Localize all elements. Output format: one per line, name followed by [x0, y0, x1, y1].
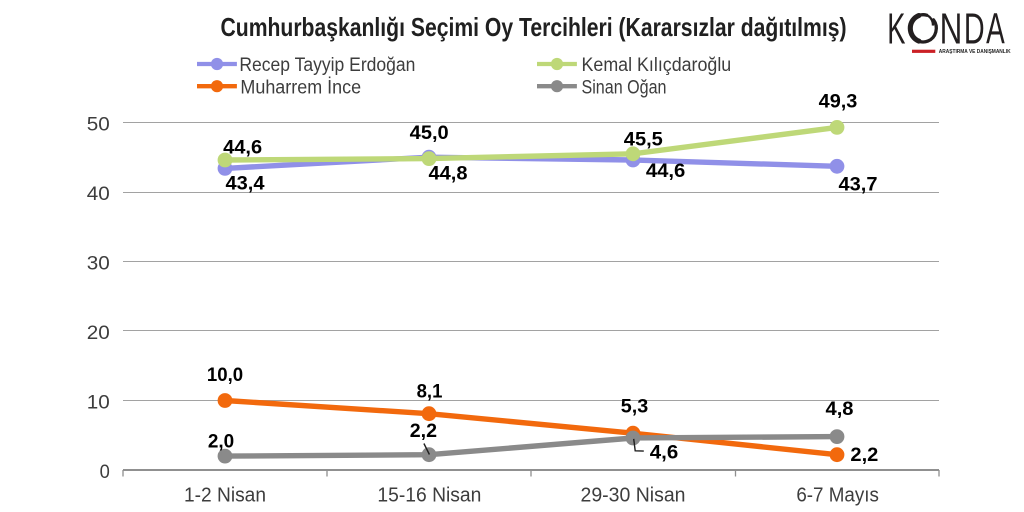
svg-text:43,4: 43,4 [226, 174, 265, 195]
svg-text:Muharrem İnce: Muharrem İnce [240, 76, 361, 99]
svg-text:10: 10 [87, 392, 110, 414]
svg-text:30: 30 [87, 253, 110, 275]
svg-text:A: A [986, 5, 1005, 53]
svg-text:8,1: 8,1 [417, 382, 443, 403]
svg-text:6-7 Mayıs: 6-7 Mayıs [796, 484, 879, 506]
svg-text:ARAŞTIRMA VE DANIŞMANLIK: ARAŞTIRMA VE DANIŞMANLIK [939, 49, 1011, 55]
svg-text:2,2: 2,2 [850, 445, 878, 466]
svg-text:50: 50 [87, 114, 110, 136]
svg-text:4,6: 4,6 [650, 443, 679, 464]
svg-text:2,0: 2,0 [208, 432, 234, 453]
svg-text:44,6: 44,6 [646, 161, 686, 182]
svg-text:43,7: 43,7 [839, 175, 878, 196]
svg-text:40: 40 [87, 183, 110, 205]
svg-text:29-30 Nisan: 29-30 Nisan [581, 484, 686, 506]
svg-text:4,8: 4,8 [826, 399, 854, 420]
svg-text:44,8: 44,8 [429, 163, 468, 184]
svg-text:45,5: 45,5 [624, 130, 663, 151]
svg-text:2,2: 2,2 [410, 421, 437, 442]
svg-text:0: 0 [100, 461, 110, 483]
svg-text:Recep Tayyip Erdoğan: Recep Tayyip Erdoğan [239, 54, 415, 76]
svg-text:Kemal Kılıçdaroğlu: Kemal Kılıçdaroğlu [582, 54, 732, 76]
svg-text:10,0: 10,0 [207, 365, 243, 386]
svg-text:Cumhurbaşkanlığı Seçimi Oy Ter: Cumhurbaşkanlığı Seçimi Oy Tercihleri (K… [221, 14, 847, 42]
svg-text:Sinan Oğan: Sinan Oğan [582, 77, 667, 99]
svg-text:45,0: 45,0 [410, 123, 449, 144]
svg-text:5,3: 5,3 [621, 397, 649, 418]
svg-text:20: 20 [87, 322, 110, 344]
svg-text:49,3: 49,3 [819, 92, 858, 113]
svg-text:N: N [940, 5, 963, 53]
svg-text:44,6: 44,6 [223, 138, 262, 159]
svg-text:1-2 Nisan: 1-2 Nisan [184, 484, 266, 506]
svg-text:K: K [887, 5, 905, 53]
svg-text:15-16 Nisan: 15-16 Nisan [377, 484, 481, 506]
svg-text:D: D [964, 5, 985, 53]
